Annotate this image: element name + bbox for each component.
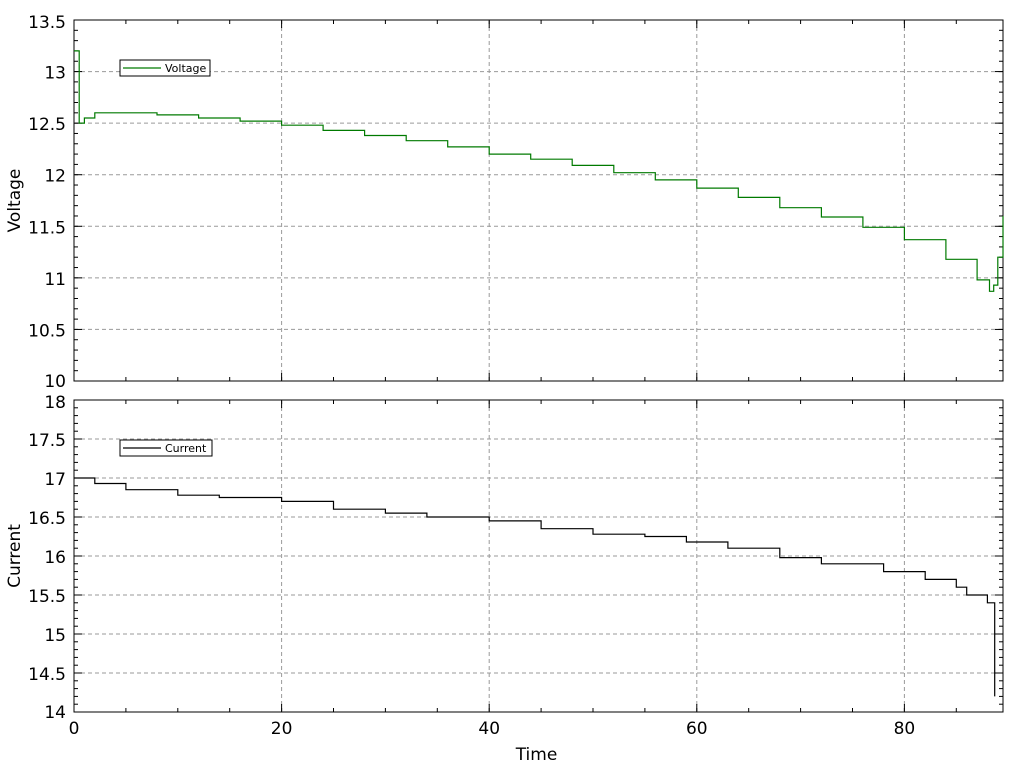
panel-2: Current (73, 399, 1004, 713)
x-tick-label: 80 (894, 719, 916, 739)
x-tick-label: 40 (478, 719, 500, 739)
y-tick-label: 15 (44, 626, 66, 646)
x-tick-label: 0 (69, 719, 80, 739)
y-tick-label: 11 (44, 270, 66, 290)
legend: Voltage (119, 59, 211, 77)
y-tick-label: 13 (44, 64, 66, 84)
y-tick-label: 16 (44, 548, 66, 568)
series-line-current (74, 477, 996, 697)
y-tick-label: 14 (44, 703, 66, 723)
y-tick-label: 10 (44, 372, 66, 392)
plot-frame (73, 19, 1004, 382)
y-tick-label: 11.5 (28, 218, 66, 238)
y-tick-label: 12 (44, 167, 66, 187)
y-tick-label: 10.5 (28, 321, 66, 341)
series-line-voltage (74, 50, 1004, 292)
legend-box (119, 59, 211, 77)
y-tick-label: 17.5 (28, 431, 66, 451)
panel-1: Voltage (73, 19, 1004, 382)
legend-box (119, 439, 213, 457)
y-tick-label: 15.5 (28, 587, 66, 607)
legend-label: Voltage (165, 62, 206, 75)
y-axis-label: Current (5, 524, 25, 588)
x-axis-label: Time (515, 745, 558, 765)
y-tick-label: 13.5 (28, 13, 66, 33)
x-tick-label: 60 (686, 719, 708, 739)
x-tick-label: 20 (271, 719, 293, 739)
y-tick-label: 12.5 (28, 115, 66, 135)
y-tick-label: 14.5 (28, 665, 66, 685)
y-tick-label: 18 (44, 393, 66, 413)
legend: Current (119, 439, 213, 457)
y-tick-label: 17 (44, 470, 66, 490)
y-axis-label: Voltage (5, 169, 25, 233)
y-tick-label: 16.5 (28, 509, 66, 529)
legend-label: Current (165, 442, 207, 455)
